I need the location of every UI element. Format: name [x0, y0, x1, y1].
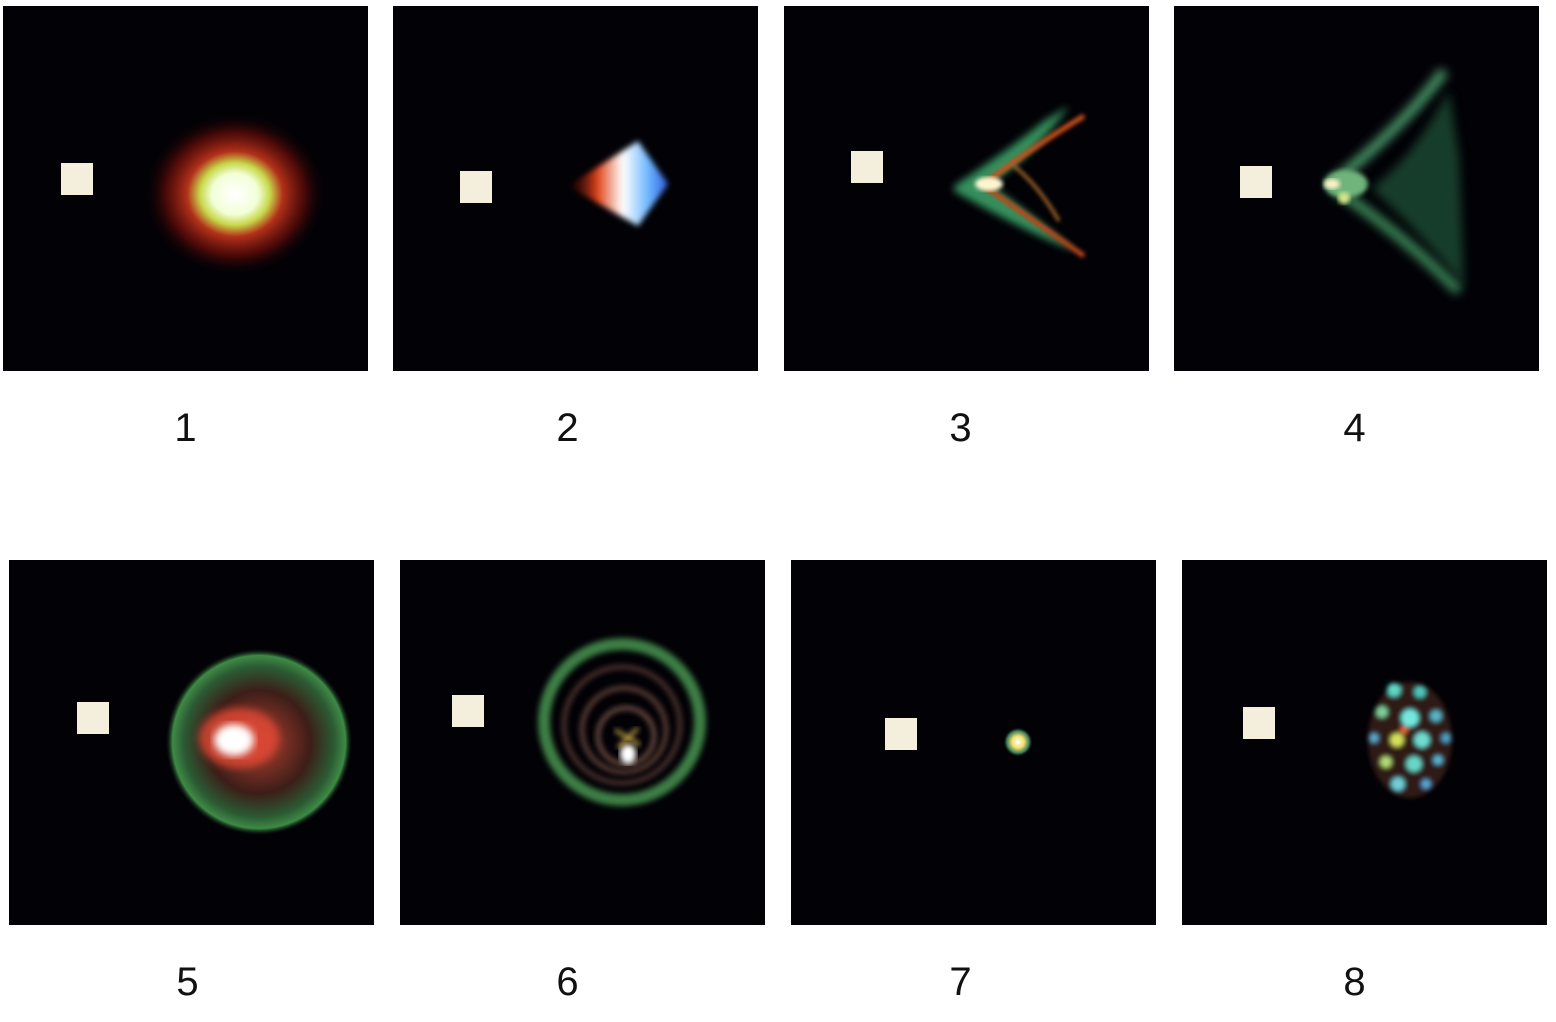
panel-1-label: 1: [174, 406, 197, 450]
reference-marker: [885, 718, 917, 750]
light-spot: [1003, 727, 1033, 757]
panel-2-label: 2: [556, 406, 579, 450]
panel-6-image: [400, 560, 765, 925]
reference-marker: [452, 695, 484, 727]
light-spot: [568, 141, 668, 226]
light-spot: [1368, 682, 1452, 798]
light-spot: [165, 648, 353, 836]
reference-marker: [1240, 166, 1272, 198]
panel-7-label: 7: [949, 960, 972, 1004]
panel-8-image: [1182, 560, 1547, 925]
light-spot: [1324, 68, 1464, 295]
panel-1-image: [3, 6, 368, 371]
reference-marker: [1243, 707, 1275, 739]
panel-3-image: [784, 6, 1149, 371]
panel-8-label: 8: [1343, 960, 1366, 1004]
reference-marker: [77, 702, 109, 734]
panel-5-image: [9, 560, 374, 925]
panel-3-label: 3: [949, 406, 972, 450]
panel-4-label: 4: [1343, 406, 1366, 450]
reference-marker: [460, 171, 492, 203]
panel-6-label: 6: [556, 960, 579, 1004]
light-spot: [954, 106, 1086, 259]
panel-7-image: [791, 560, 1156, 925]
light-spot: [538, 638, 706, 806]
panel-4-image: [1174, 6, 1539, 371]
reference-marker: [851, 151, 883, 183]
light-spot: [143, 112, 327, 276]
panel-2-image: [393, 6, 758, 371]
panel-5-label: 5: [176, 960, 199, 1004]
reference-marker: [61, 163, 93, 195]
